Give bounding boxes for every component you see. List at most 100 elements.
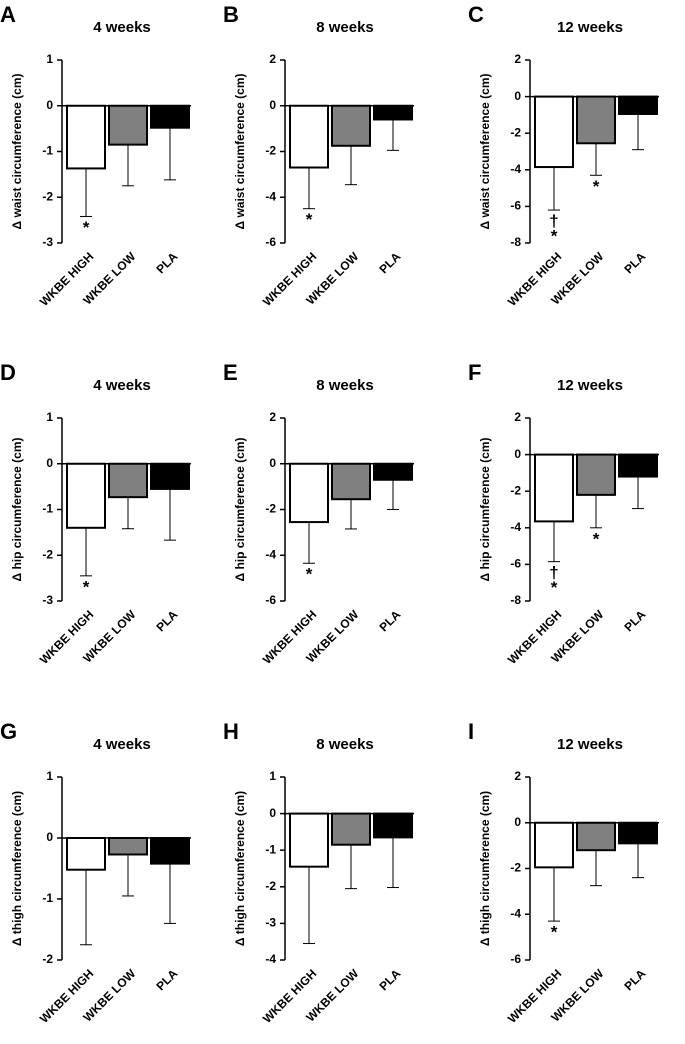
panel-letter: C bbox=[468, 2, 484, 27]
y-tick-label: 1 bbox=[269, 769, 276, 783]
y-tick-label: -2 bbox=[510, 483, 521, 497]
bar bbox=[618, 821, 658, 845]
y-tick-label: -1 bbox=[42, 502, 53, 516]
y-tick-label: -2 bbox=[42, 547, 53, 561]
bar bbox=[618, 95, 658, 115]
panel-letter: E bbox=[223, 360, 238, 385]
bar bbox=[331, 104, 371, 147]
y-tick-label: -4 bbox=[265, 189, 276, 203]
y-tick-label: -6 bbox=[265, 593, 276, 607]
y-tick-label: 2 bbox=[514, 52, 521, 66]
y-tick-label: 0 bbox=[269, 806, 276, 820]
significance-mark: † bbox=[549, 212, 558, 231]
panel-letter: F bbox=[468, 360, 481, 385]
y-tick-label: -8 bbox=[510, 593, 521, 607]
significance-mark: * bbox=[306, 565, 313, 584]
y-tick-label: -2 bbox=[265, 144, 276, 158]
y-tick-label: -4 bbox=[510, 162, 521, 176]
bar bbox=[289, 812, 329, 868]
y-axis-label: Δ hip circumference (cm) bbox=[478, 437, 492, 581]
x-tick-label: PLA bbox=[376, 249, 403, 276]
y-tick-label: -1 bbox=[42, 144, 53, 158]
bar bbox=[373, 812, 413, 839]
chart-title: 12 weeks bbox=[557, 19, 623, 36]
x-tick-label: PLA bbox=[621, 607, 648, 634]
significance-mark: * bbox=[306, 210, 313, 229]
y-tick-label: -3 bbox=[42, 593, 53, 607]
bar bbox=[150, 837, 190, 865]
y-axis-label: Δ waist circumference (cm) bbox=[478, 73, 492, 229]
y-tick-label: 0 bbox=[46, 98, 53, 112]
bar bbox=[150, 104, 190, 129]
y-axis-label: Δ waist circumference (cm) bbox=[10, 73, 24, 229]
y-tick-label: -4 bbox=[510, 520, 521, 534]
y-axis-label: Δ hip circumference (cm) bbox=[233, 437, 247, 581]
y-tick-label: 0 bbox=[46, 830, 53, 844]
y-tick-label: 1 bbox=[46, 52, 53, 66]
significance-mark: * bbox=[551, 227, 558, 246]
chart-title: 4 weeks bbox=[93, 19, 151, 36]
y-axis-label: Δ thigh circumference (cm) bbox=[233, 791, 247, 946]
bar bbox=[576, 821, 616, 852]
panel-letter: D bbox=[0, 360, 16, 385]
y-tick-label: 2 bbox=[514, 410, 521, 424]
panel-letter: G bbox=[0, 719, 17, 744]
y-tick-label: -6 bbox=[510, 557, 521, 571]
bar bbox=[108, 837, 148, 856]
significance-mark: * bbox=[551, 923, 558, 942]
y-tick-label: -2 bbox=[265, 502, 276, 516]
y-axis-label: Δ thigh circumference (cm) bbox=[478, 791, 492, 946]
y-tick-label: -2 bbox=[42, 952, 53, 966]
y-tick-label: 2 bbox=[269, 52, 276, 66]
y-tick-label: 2 bbox=[514, 769, 521, 783]
y-tick-label: -2 bbox=[42, 189, 53, 203]
panel-letter: I bbox=[468, 719, 474, 744]
bar bbox=[618, 453, 658, 478]
chart-title: 8 weeks bbox=[316, 736, 374, 753]
y-tick-label: 0 bbox=[514, 815, 521, 829]
significance-mark: * bbox=[83, 577, 90, 596]
y-tick-label: -3 bbox=[265, 916, 276, 930]
bar bbox=[534, 821, 574, 869]
panel-letter: B bbox=[223, 2, 239, 27]
x-tick-label: PLA bbox=[621, 249, 648, 276]
y-tick-label: -1 bbox=[265, 842, 276, 856]
chart-title: 4 weeks bbox=[93, 377, 151, 394]
bar bbox=[331, 812, 371, 846]
y-tick-label: 0 bbox=[269, 456, 276, 470]
bar bbox=[66, 462, 106, 529]
significance-mark: † bbox=[549, 563, 558, 582]
y-tick-label: -4 bbox=[265, 952, 276, 966]
x-tick-label: PLA bbox=[376, 607, 403, 634]
bar bbox=[289, 104, 329, 169]
chart-title: 8 weeks bbox=[316, 19, 374, 36]
chart-title: 12 weeks bbox=[557, 377, 623, 394]
panel-letter: H bbox=[223, 719, 239, 744]
bar bbox=[289, 462, 329, 524]
bar bbox=[576, 453, 616, 496]
y-tick-label: -3 bbox=[42, 235, 53, 249]
bar bbox=[66, 104, 106, 170]
y-tick-label: -6 bbox=[265, 235, 276, 249]
y-tick-label: 0 bbox=[46, 456, 53, 470]
y-axis-label: Δ waist circumference (cm) bbox=[233, 73, 247, 229]
bar bbox=[373, 462, 413, 481]
y-tick-label: 0 bbox=[269, 98, 276, 112]
y-tick-label: 1 bbox=[46, 769, 53, 783]
bar bbox=[576, 95, 616, 145]
y-tick-label: -1 bbox=[42, 891, 53, 905]
bar bbox=[534, 95, 574, 169]
significance-mark: * bbox=[593, 177, 600, 196]
bar bbox=[150, 462, 190, 490]
x-tick-label: PLA bbox=[621, 966, 648, 993]
chart-title: 8 weeks bbox=[316, 377, 374, 394]
x-tick-label: PLA bbox=[153, 607, 180, 634]
chart-title: 4 weeks bbox=[93, 736, 151, 753]
y-tick-label: -4 bbox=[265, 547, 276, 561]
y-tick-label: -8 bbox=[510, 235, 521, 249]
bar bbox=[108, 462, 148, 499]
y-tick-label: -4 bbox=[510, 906, 521, 920]
x-tick-label: PLA bbox=[153, 966, 180, 993]
y-tick-label: 0 bbox=[514, 447, 521, 461]
